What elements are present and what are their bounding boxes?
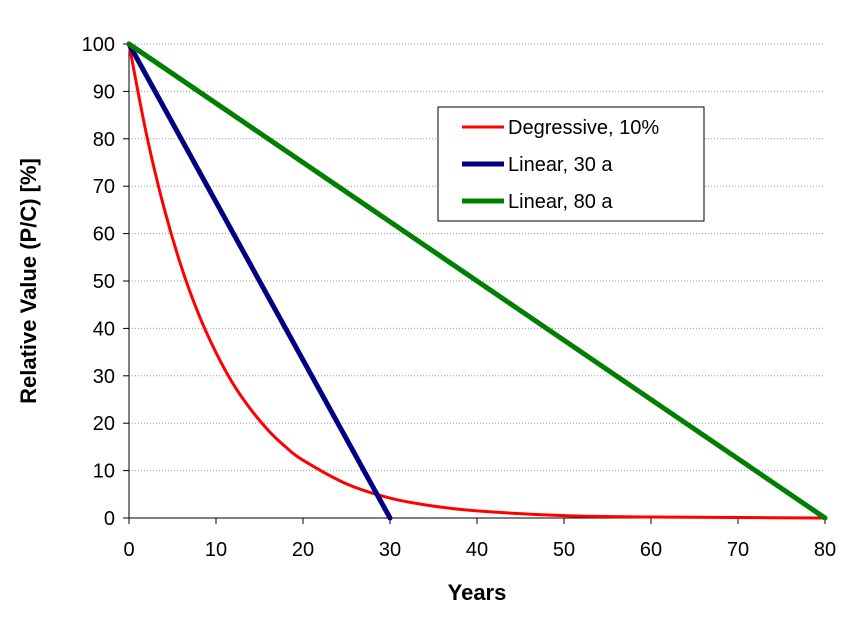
y-tick-label-2: 20 [93,413,115,435]
y-tick-label-3: 30 [93,366,115,388]
y-axis-title: Relative Value (P/C) [%] [16,158,41,404]
x-axis-title: Years [448,580,507,605]
y-tick-label-8: 80 [93,129,115,151]
x-axis-ticks: 0 10 20 30 40 50 60 70 80 [123,518,836,561]
y-tick-label-6: 60 [93,224,115,246]
x-tick-label-7: 70 [727,539,749,561]
y-tick-label-1: 10 [93,461,115,483]
y-tick-label-4: 40 [93,318,115,340]
x-tick-label-6: 60 [640,539,662,561]
y-tick-label-9: 90 [93,81,115,103]
legend-label-2: Linear, 80 a [508,191,613,213]
series-line-0 [127,42,827,520]
y-axis-ticks: 0 10 20 30 40 50 60 70 80 90 100 [82,34,129,530]
series-line-2 [126,41,828,521]
x-tick-label-3: 30 [379,539,401,561]
x-tick-label-4: 40 [466,539,488,561]
series-line-1 [126,41,393,521]
legend: Degressive, 10% Linear, 30 a Linear, 80 a [437,106,705,222]
y-tick-label-7: 70 [93,176,115,198]
y-tick-label-0: 0 [104,508,115,530]
x-tick-label-1: 10 [205,539,227,561]
legend-label-1: Linear, 30 a [508,154,613,176]
x-tick-label-2: 20 [292,539,314,561]
y-tick-label-10: 100 [82,34,115,56]
legend-label-0: Degressive, 10% [508,117,659,139]
x-tick-label-5: 50 [553,539,575,561]
series-lines [126,41,828,521]
x-tick-label-8: 80 [814,539,836,561]
y-tick-label-5: 50 [93,271,115,293]
x-tick-label-0: 0 [123,539,134,561]
